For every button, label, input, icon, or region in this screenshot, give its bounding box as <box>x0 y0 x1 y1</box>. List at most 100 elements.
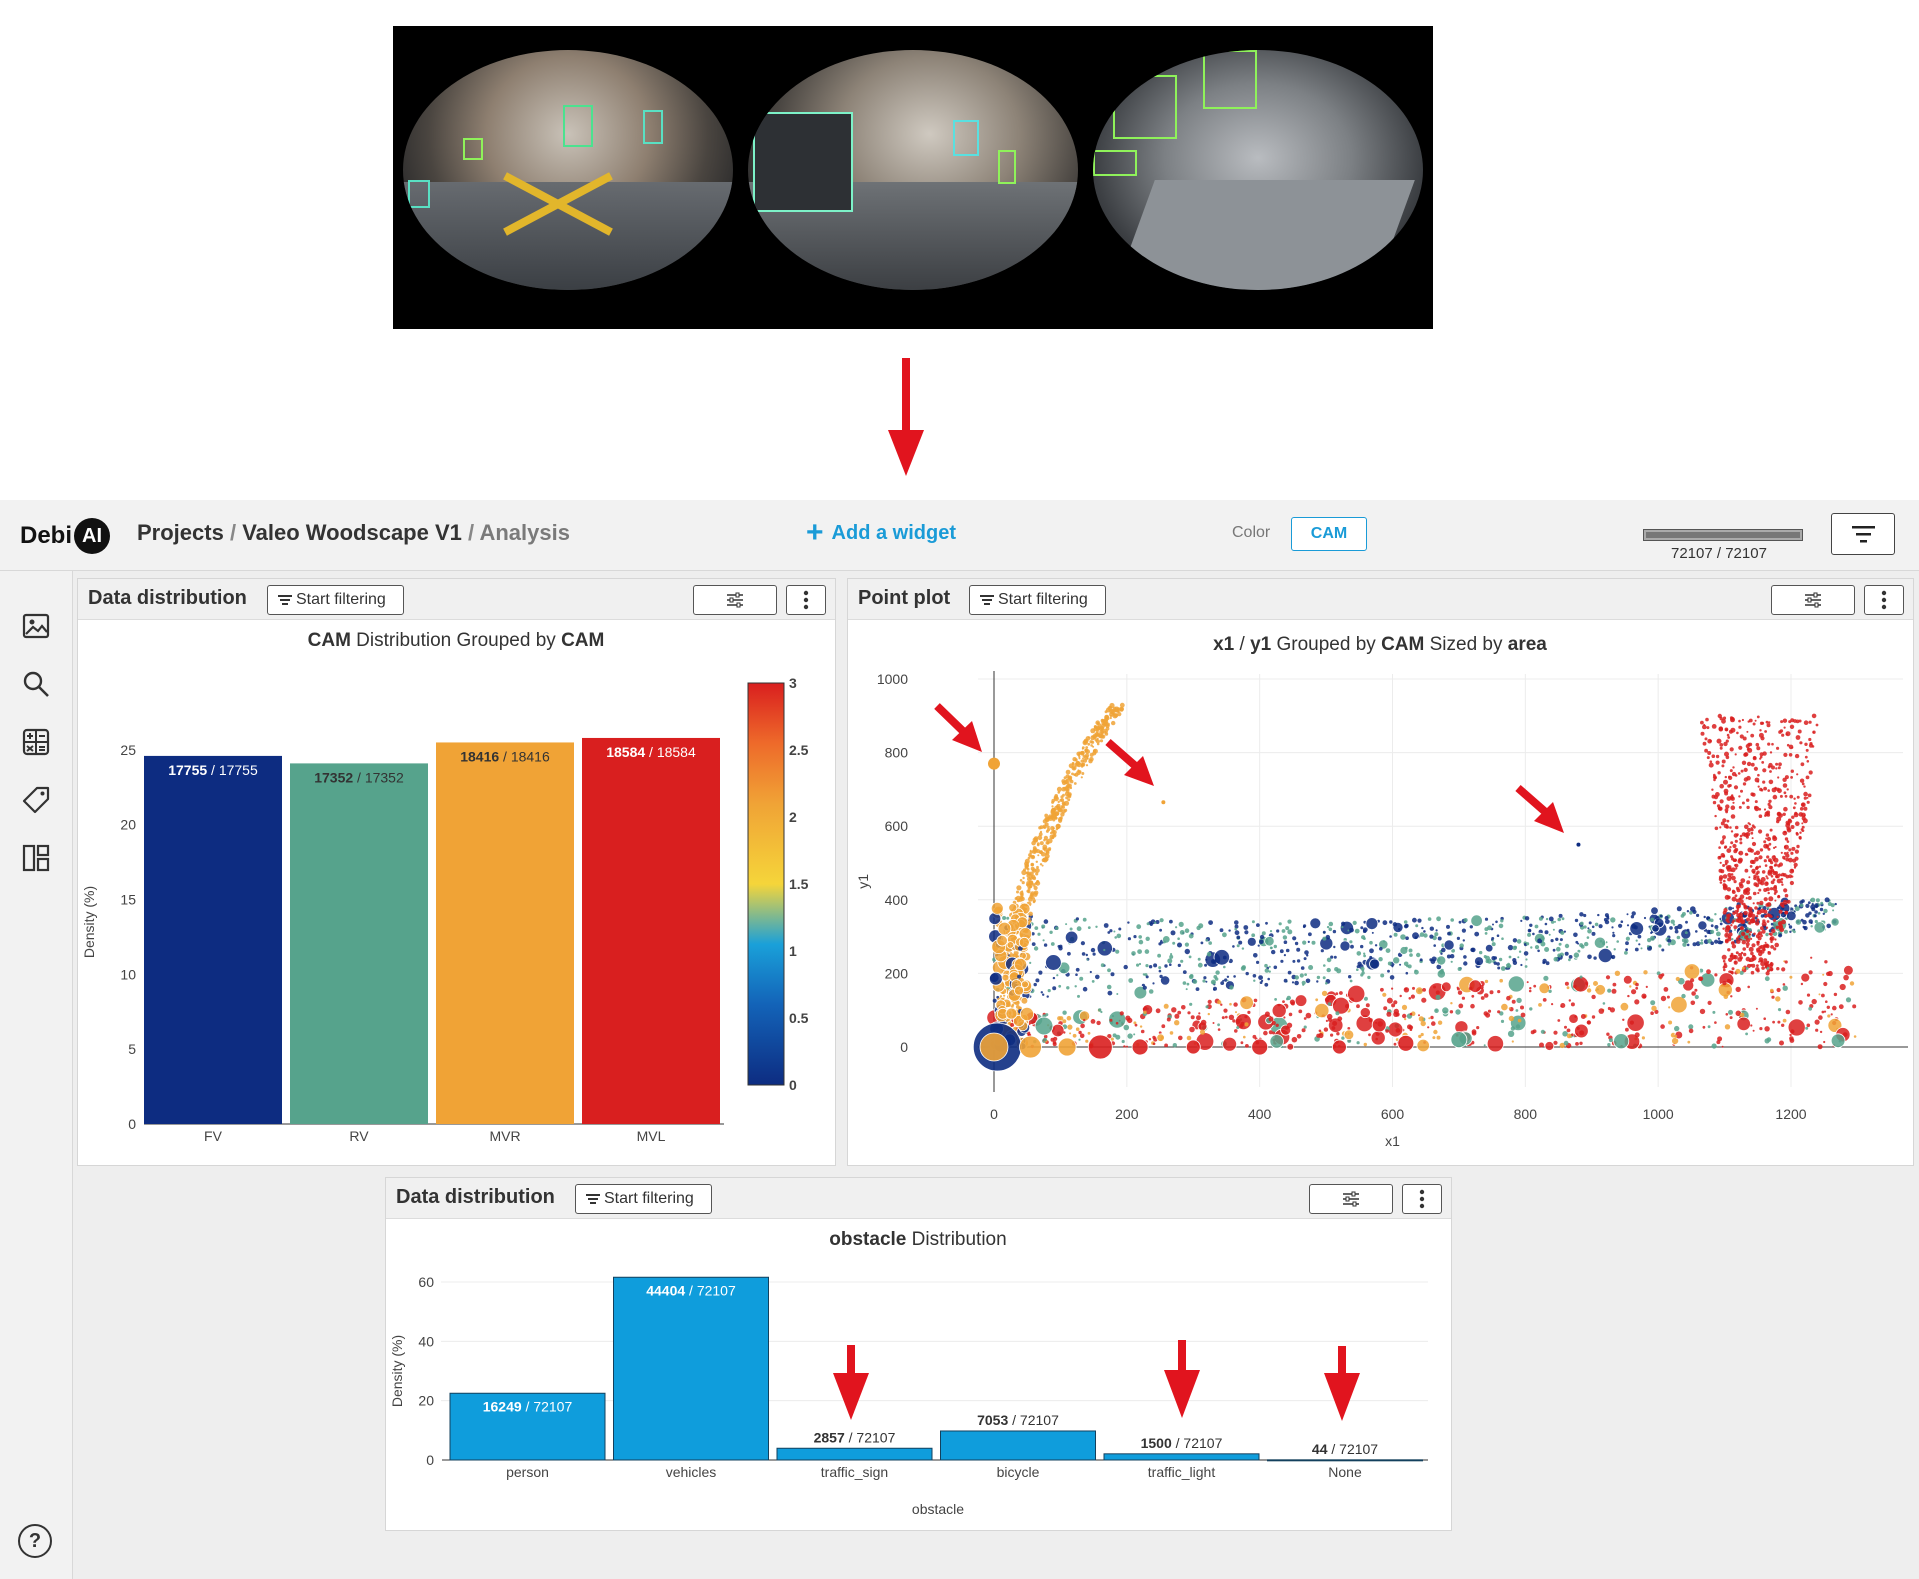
scatter-point <box>1146 922 1150 926</box>
start-filtering-button[interactable]: Start filtering <box>575 1184 712 1214</box>
scatter-point <box>1316 980 1319 983</box>
search-icon[interactable] <box>21 669 51 699</box>
widget-more-button[interactable] <box>1402 1184 1442 1214</box>
scatter-point <box>1483 1044 1486 1047</box>
breadcrumb-project[interactable]: Valeo Woodscape V1 <box>242 520 462 545</box>
scatter-point <box>1086 958 1089 961</box>
scatter-point <box>1723 879 1726 883</box>
scatter-point <box>1497 966 1501 970</box>
widget-settings-button[interactable] <box>693 585 777 615</box>
bar <box>449 1392 606 1461</box>
scatter-point <box>1512 938 1518 943</box>
scatter-point <box>1159 918 1164 923</box>
scatter-point <box>1349 940 1353 944</box>
scatter-point <box>1389 975 1395 980</box>
scatter-point <box>1033 885 1038 891</box>
scatter-point <box>1169 963 1172 966</box>
scatter-point <box>1268 965 1271 968</box>
scatter-point <box>1369 955 1373 959</box>
scatter-point <box>1801 782 1805 786</box>
scatter-point <box>1689 911 1693 915</box>
scatter-point <box>1027 856 1031 860</box>
scatter-point <box>1276 929 1280 933</box>
image-icon[interactable] <box>21 611 51 641</box>
calculator-icon[interactable] <box>21 727 51 757</box>
help-icon-glyph: ? <box>28 1530 42 1552</box>
scatter-point <box>1778 813 1783 818</box>
scatter-point <box>1793 910 1796 913</box>
scatter-point <box>1421 997 1427 1003</box>
scatter-point <box>1279 949 1284 954</box>
scatter-point <box>1542 998 1547 1002</box>
scatter-point <box>1557 917 1561 922</box>
scatter-point <box>1631 989 1637 995</box>
scatter-point <box>1819 907 1824 912</box>
start-filtering-button[interactable]: Start filtering <box>969 585 1106 615</box>
scatter-point <box>1507 964 1512 968</box>
filter-menu-button[interactable] <box>1831 513 1895 555</box>
scatter-point <box>1498 957 1503 962</box>
scatter-point <box>1832 1005 1837 1011</box>
scatter-point <box>1215 970 1220 975</box>
scatter-point <box>1113 708 1117 712</box>
scatter-point <box>1450 960 1453 963</box>
scatter-point <box>1715 760 1720 765</box>
scatter-point <box>1709 760 1713 763</box>
scatter-point <box>1721 759 1726 764</box>
color-column-button[interactable]: CAM <box>1291 517 1367 551</box>
scatter-point <box>1163 1003 1169 1009</box>
scatter-point <box>1750 831 1754 835</box>
widget-settings-button[interactable] <box>1309 1184 1393 1214</box>
scatter-point <box>1069 1032 1072 1035</box>
breadcrumb-projects[interactable]: Projects <box>137 520 224 545</box>
scatter-point <box>1719 783 1724 789</box>
scatter-point <box>1102 722 1106 726</box>
scatter-point <box>1759 1027 1763 1031</box>
scatter-point <box>1588 921 1592 925</box>
scatter-point <box>1470 914 1483 927</box>
scatter-point <box>1076 926 1082 932</box>
scatter-point <box>1305 1012 1312 1019</box>
tag-icon[interactable] <box>21 785 51 815</box>
scatter-point <box>1643 970 1648 975</box>
scatter-point <box>1728 906 1733 911</box>
scatter-point <box>1792 806 1796 810</box>
scatter-point <box>1676 906 1682 912</box>
scatter-point <box>1790 769 1794 773</box>
scatter-point <box>1777 766 1781 770</box>
scatter-point <box>1770 961 1773 964</box>
widget-settings-button[interactable] <box>1771 585 1855 615</box>
scatter-point <box>1142 973 1146 976</box>
scatter-point <box>1051 800 1055 804</box>
scatter-point <box>1529 923 1533 927</box>
highlighted-point <box>1576 842 1581 847</box>
scatter-point <box>1760 877 1766 882</box>
scatter-point <box>1646 945 1650 948</box>
scatter-point <box>1357 961 1362 966</box>
dashboard-icon[interactable] <box>21 843 51 873</box>
scatter-point <box>1207 1012 1210 1016</box>
scatter-point <box>1725 739 1729 743</box>
scatter-point <box>1674 1025 1680 1032</box>
widget-more-button[interactable] <box>786 585 826 615</box>
widget-more-button[interactable] <box>1864 585 1904 615</box>
help-icon[interactable]: ? <box>18 1524 52 1558</box>
scatter-point <box>1723 994 1729 999</box>
scatter-point <box>1090 1019 1096 1024</box>
scatter-point <box>1446 954 1451 959</box>
scatter-point <box>1785 853 1790 858</box>
scatter-point <box>1031 874 1036 880</box>
scatter-point <box>1625 941 1629 946</box>
scatter-point <box>1046 827 1051 832</box>
scatter-point <box>1806 1023 1811 1028</box>
scatter-point <box>1069 927 1073 931</box>
scatter-point <box>1043 1037 1047 1042</box>
add-widget-button[interactable]: + Add a widget <box>806 518 956 548</box>
start-filtering-button[interactable]: Start filtering <box>267 585 404 615</box>
scatter-point <box>1770 875 1774 878</box>
scatter-point <box>1062 793 1065 797</box>
scatter-point <box>1745 938 1751 943</box>
scatter-point <box>1765 944 1768 947</box>
scatter-point <box>1708 918 1711 922</box>
scatter-point <box>1434 1008 1439 1013</box>
